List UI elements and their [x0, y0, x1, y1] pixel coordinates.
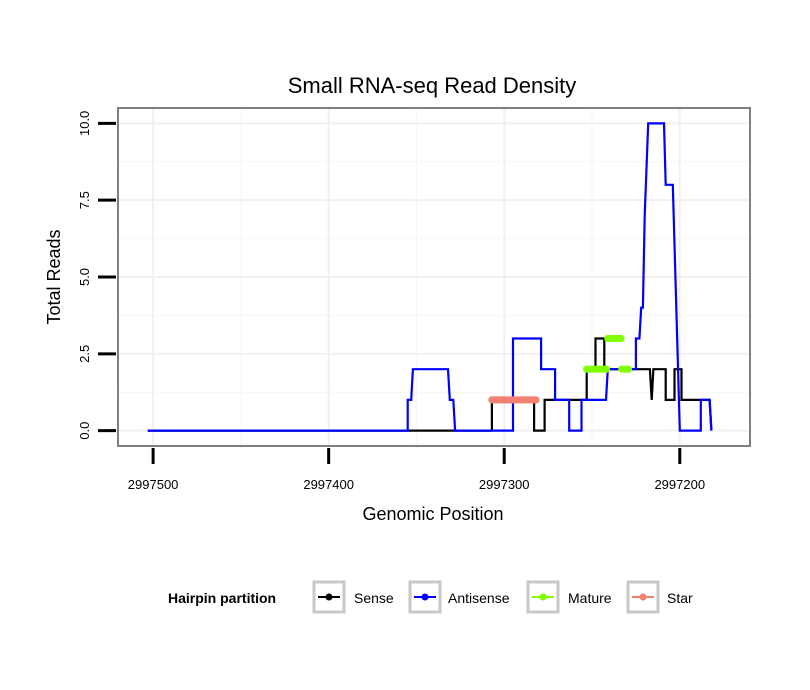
mature-point-0-9: [602, 365, 611, 373]
y-tick-label-3: 7.5: [77, 191, 92, 209]
x-tick-label-1: 2997400: [303, 477, 354, 492]
x-tick-label-2: 2997300: [479, 477, 530, 492]
x-axis-label: Genomic Position: [362, 504, 503, 524]
y-tick-label-0: 0.0: [77, 422, 92, 440]
legend-dot-sense: [325, 593, 333, 601]
grid-lines: [119, 109, 749, 445]
x-tick-label-0: 2997500: [128, 477, 179, 492]
plot-border: [117, 107, 751, 447]
legend-dot-antisense: [421, 593, 429, 601]
legend-title: Hairpin partition: [168, 590, 276, 606]
y-tick-label-1: 2.5: [77, 345, 92, 363]
legend-label-sense: Sense: [354, 590, 394, 606]
antisense-series-line: [147, 122, 713, 432]
star-point-0-20: [532, 396, 540, 404]
mature-point-2-3: [624, 365, 633, 373]
legend-label-mature: Mature: [568, 590, 612, 606]
y-tick-label-2: 5.0: [77, 268, 92, 286]
series-layer: [147, 122, 713, 432]
y-axis-label: Total Reads: [44, 229, 64, 324]
legend-dot-mature: [539, 593, 547, 601]
legend-dot-star: [639, 593, 647, 601]
axes: 2997500 2997400 2997300 2997200 0.0 2.5 5.0 7.5…: [77, 111, 705, 492]
legend-label-antisense: Antisense: [448, 590, 510, 606]
x-tick-label-3: 2997200: [654, 477, 705, 492]
chart-title: Small RNA-seq Read Density: [288, 73, 577, 98]
y-tick-label-4: 10.0: [77, 111, 92, 136]
legend-label-star: Star: [667, 590, 693, 606]
mature-point-1-6: [617, 334, 625, 343]
legend: Hairpin partition Sense Antisense Mature St…: [168, 580, 693, 614]
sense-series-line: [147, 337, 713, 432]
